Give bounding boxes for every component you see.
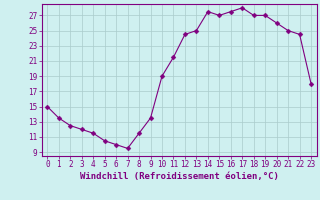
X-axis label: Windchill (Refroidissement éolien,°C): Windchill (Refroidissement éolien,°C) bbox=[80, 172, 279, 181]
